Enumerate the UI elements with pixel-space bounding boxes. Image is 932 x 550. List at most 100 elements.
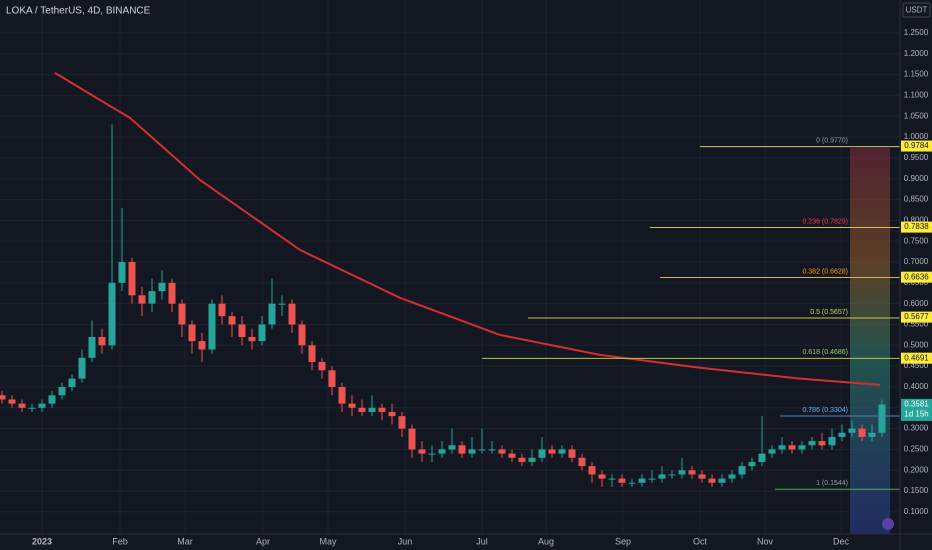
candle-body (828, 436, 836, 446)
candle-body (388, 411, 396, 417)
fib-label: 0 (0.9770) (816, 137, 848, 144)
candle-body (598, 474, 606, 479)
moving-average (54, 72, 881, 386)
x-tick-label: May (319, 536, 337, 546)
candle-body (548, 449, 556, 454)
candle-body (238, 324, 246, 337)
candle-body (558, 449, 566, 454)
candle-body (88, 336, 96, 358)
candle-body (838, 432, 846, 437)
y-tick-label: 0.7000 (904, 257, 929, 266)
y-tick-label: 1.0000 (904, 132, 929, 141)
y-tick-label: 1.0500 (904, 111, 929, 120)
candle-body (798, 445, 806, 450)
countdown-label: 1d 15h (904, 410, 928, 419)
x-tick-label: Nov (757, 536, 774, 546)
candle-body (458, 445, 466, 454)
chart-title: LOKA / TetherUS, 4D, BINANCE (6, 6, 151, 17)
y-tick-label: 0.1500 (904, 486, 929, 495)
candle-body (538, 449, 546, 458)
y-tick-label: 0.5500 (904, 320, 929, 329)
candle-body (228, 316, 236, 325)
x-tick-label: Feb (112, 536, 128, 546)
x-tick-label: Apr (256, 536, 270, 546)
flash-icon[interactable] (882, 518, 894, 530)
x-tick-label: 2023 (32, 536, 52, 546)
price-tag-label: 0.3581 (904, 400, 929, 409)
candle-body (348, 403, 356, 408)
price-tag-label: 0.9784 (904, 141, 929, 150)
candle-body (38, 403, 46, 408)
candle-body (148, 291, 156, 304)
candle-body (648, 478, 656, 480)
candle-body (28, 407, 36, 409)
y-tick-label: 1.2000 (904, 49, 929, 58)
fib-label: 0.5 (0.5657) (810, 309, 848, 316)
y-tick-label: 0.9500 (904, 153, 929, 162)
candle-body (328, 370, 336, 387)
candle-body (478, 449, 486, 451)
candle-body (198, 341, 206, 350)
x-tick-label: Mar (177, 536, 193, 546)
x-tick-label: Aug (538, 536, 554, 546)
fib-label: 0.618 (0.4686) (802, 349, 848, 356)
fib-label: 0.786 (0.3304) (802, 407, 848, 414)
candle-body (408, 428, 416, 450)
candle-body (628, 482, 636, 484)
candle-body (338, 386, 346, 404)
y-tick-label: 0.4000 (904, 382, 929, 391)
y-tick-label: 0.8500 (904, 195, 929, 204)
candle-body (498, 449, 506, 454)
candle-body (818, 441, 826, 446)
candle-body (438, 449, 446, 454)
candle-body (108, 282, 116, 346)
candle-body (68, 378, 76, 387)
candle-body (728, 474, 736, 479)
candle-body (858, 428, 866, 437)
candle-body (698, 474, 706, 479)
candle-body (658, 474, 666, 479)
candle-body (428, 453, 436, 455)
currency[interactable]: USDT (906, 6, 928, 15)
candle-body (268, 303, 276, 325)
candle-body (418, 449, 426, 454)
candle-body (258, 324, 266, 342)
candle-body (18, 403, 26, 408)
candle-body (668, 474, 676, 476)
candle-body (308, 345, 316, 362)
price-tag (901, 311, 932, 323)
x-tick-label: Oct (693, 536, 708, 546)
candle-body (158, 282, 166, 292)
y-tick-label: 0.1000 (904, 507, 929, 516)
y-tick-label: 0.4500 (904, 361, 929, 370)
candle-body (758, 453, 766, 462)
y-tick-label: 0.8000 (904, 215, 929, 224)
candle-body (518, 457, 526, 462)
candle-body (368, 407, 376, 412)
candle-body (378, 407, 386, 412)
price-tag-label: 0.7838 (904, 222, 929, 231)
candle-body (778, 445, 786, 450)
candle-body (248, 336, 256, 342)
grid (0, 0, 900, 534)
candle-body (708, 478, 716, 483)
y-tick-label: 0.6000 (904, 299, 929, 308)
y-tick-label: 0.9000 (904, 174, 929, 183)
axes: 0.10000.15000.20000.25000.30000.35000.40… (32, 28, 932, 546)
candle-body (0, 395, 6, 400)
candle-body (878, 404, 886, 433)
candle-body (848, 428, 856, 433)
candle-body (508, 453, 516, 458)
y-tick-label: 1.1500 (904, 70, 929, 79)
candle-body (468, 449, 476, 454)
candle-body (288, 303, 296, 325)
fib-label: 0.382 (0.6628) (802, 268, 848, 275)
y-tick-label: 1.1000 (904, 90, 929, 99)
candle-body (188, 324, 196, 342)
currency-box[interactable] (902, 2, 931, 18)
candle-body (578, 457, 586, 467)
candle-body (278, 303, 286, 305)
y-tick-label: 0.7500 (904, 236, 929, 245)
